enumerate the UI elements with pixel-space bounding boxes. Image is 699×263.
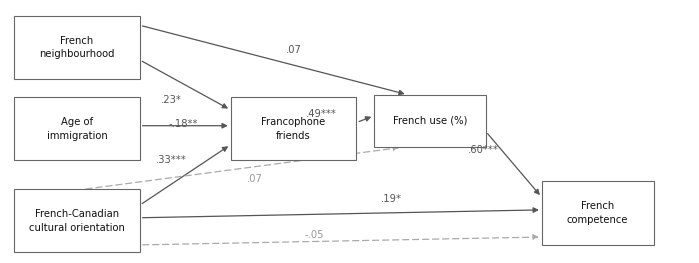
Text: French
neighbourhood: French neighbourhood	[39, 36, 115, 59]
Bar	[542, 181, 654, 245]
Text: .33***: .33***	[156, 155, 187, 165]
Text: .19*: .19*	[381, 194, 402, 204]
Text: Francophone
friends: Francophone friends	[261, 117, 326, 141]
Bar	[14, 97, 140, 160]
Text: -.18**: -.18**	[168, 119, 198, 129]
Text: Age of
immigration: Age of immigration	[47, 117, 107, 141]
Text: .07: .07	[286, 45, 301, 55]
Bar	[14, 189, 140, 252]
Text: .23*: .23*	[161, 95, 182, 105]
Text: French-Canadian
cultural orientation: French-Canadian cultural orientation	[29, 209, 125, 233]
Bar	[231, 97, 356, 160]
Text: .60***: .60***	[468, 145, 499, 155]
Text: French use (%): French use (%)	[393, 116, 467, 126]
Text: .07: .07	[247, 174, 263, 184]
Text: .49***: .49***	[306, 109, 337, 119]
Bar	[14, 16, 140, 79]
Bar	[374, 95, 486, 147]
Text: French
competence: French competence	[567, 201, 628, 225]
Text: -.05: -.05	[305, 230, 324, 240]
